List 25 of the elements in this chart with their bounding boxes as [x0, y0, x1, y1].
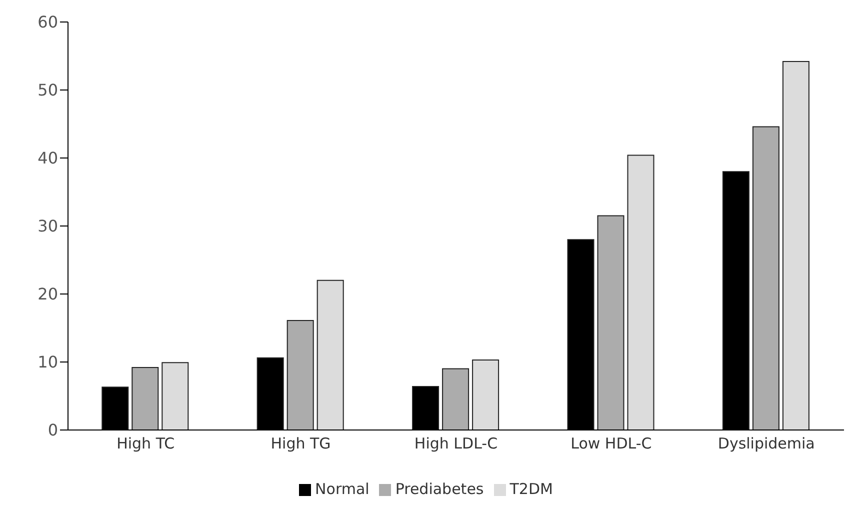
y-tick-label: 30: [38, 216, 58, 236]
x-tick-label: Low HDL-C: [570, 434, 652, 453]
x-tick-label: High LDL-C: [414, 434, 498, 453]
legend-label: Prediabetes: [395, 480, 484, 498]
y-tick-label: 10: [38, 352, 58, 372]
bar: [627, 154, 654, 430]
bar: [597, 215, 624, 430]
y-tick-label: 20: [38, 284, 58, 304]
y-tick-label: 40: [38, 148, 58, 168]
bar: [132, 366, 159, 430]
x-tick-label: High TG: [270, 434, 331, 453]
x-tick-label: Dyslipidemia: [718, 434, 815, 453]
bar: [782, 60, 810, 430]
bar: [286, 320, 314, 430]
legend-label: T2DM: [510, 480, 553, 498]
y-tick-label: 0: [48, 420, 58, 440]
bar: [162, 362, 189, 430]
x-tick-label: High TC: [116, 434, 175, 453]
y-tick-label: 60: [38, 12, 58, 32]
bar: [472, 359, 500, 430]
bar: [316, 280, 344, 430]
bar: [442, 368, 470, 430]
legend-label: Normal: [315, 480, 370, 498]
y-tick-label: 50: [38, 80, 58, 100]
bar: [752, 126, 780, 430]
